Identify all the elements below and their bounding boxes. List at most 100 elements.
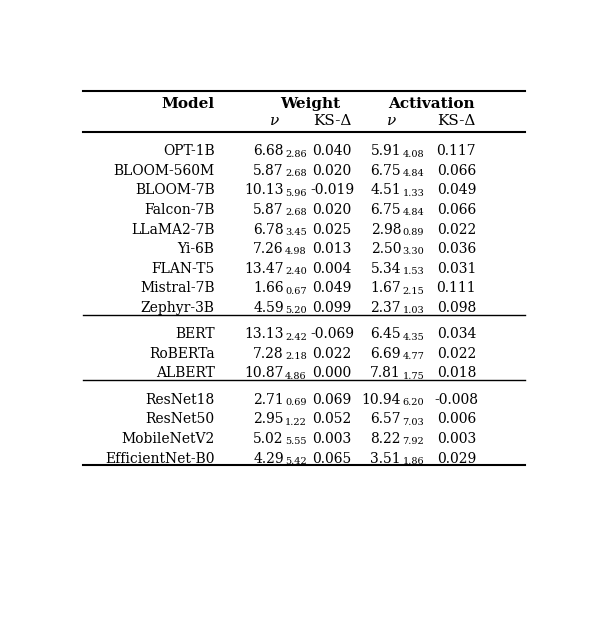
Text: 4.08: 4.08 <box>403 149 424 159</box>
Text: 0.117: 0.117 <box>437 144 476 158</box>
Text: KS-Δ: KS-Δ <box>313 114 351 128</box>
Text: 5.34: 5.34 <box>371 262 401 276</box>
Text: 0.022: 0.022 <box>437 223 476 237</box>
Text: 5.20: 5.20 <box>285 306 307 315</box>
Text: ALBERT: ALBERT <box>156 366 214 381</box>
Text: 10.13: 10.13 <box>244 184 284 197</box>
Text: Yi-6B: Yi-6B <box>178 242 214 256</box>
Text: 2.71: 2.71 <box>253 393 284 407</box>
Text: Model: Model <box>162 97 214 112</box>
Text: 2.95: 2.95 <box>253 412 284 427</box>
Text: 2.68: 2.68 <box>285 169 307 178</box>
Text: 0.111: 0.111 <box>437 281 476 295</box>
Text: BLOOM-560M: BLOOM-560M <box>113 164 214 178</box>
Text: Mistral-7B: Mistral-7B <box>140 281 214 295</box>
Text: KS-Δ: KS-Δ <box>437 114 476 128</box>
Text: 0.006: 0.006 <box>437 412 476 427</box>
Text: 0.052: 0.052 <box>312 412 352 427</box>
Text: 13.47: 13.47 <box>244 262 284 276</box>
Text: 4.77: 4.77 <box>403 352 424 361</box>
Text: 0.022: 0.022 <box>312 347 352 361</box>
Text: 5.96: 5.96 <box>285 188 307 198</box>
Text: 6.45: 6.45 <box>371 327 401 341</box>
Text: 13.13: 13.13 <box>244 327 284 341</box>
Text: ν: ν <box>270 114 279 128</box>
Text: RoBERTa: RoBERTa <box>149 347 214 361</box>
Text: 0.022: 0.022 <box>437 347 476 361</box>
Text: OPT-1B: OPT-1B <box>163 144 214 158</box>
Text: 0.004: 0.004 <box>312 262 352 276</box>
Text: 0.099: 0.099 <box>312 301 352 315</box>
Text: 6.69: 6.69 <box>371 347 401 361</box>
Text: ResNet50: ResNet50 <box>146 412 214 427</box>
Text: ν: ν <box>387 114 397 128</box>
Text: 2.15: 2.15 <box>403 286 424 296</box>
Text: 0.020: 0.020 <box>312 203 352 217</box>
Text: Zephyr-3B: Zephyr-3B <box>141 301 214 315</box>
Text: Weight: Weight <box>280 97 340 112</box>
Text: 1.33: 1.33 <box>403 188 424 198</box>
Text: 0.049: 0.049 <box>312 281 352 295</box>
Text: 0.020: 0.020 <box>312 164 352 178</box>
Text: 0.031: 0.031 <box>437 262 476 276</box>
Text: LLaMA2-7B: LLaMA2-7B <box>131 223 214 237</box>
Text: 0.69: 0.69 <box>285 398 307 407</box>
Text: 7.81: 7.81 <box>370 366 401 381</box>
Text: -0.019: -0.019 <box>310 184 354 197</box>
Text: 4.29: 4.29 <box>253 451 284 466</box>
Text: EfficientNet-B0: EfficientNet-B0 <box>105 451 214 466</box>
Text: 1.22: 1.22 <box>285 418 307 427</box>
Text: 2.98: 2.98 <box>371 223 401 237</box>
Text: 3.45: 3.45 <box>285 228 307 237</box>
Text: 0.67: 0.67 <box>285 286 307 296</box>
Text: 0.034: 0.034 <box>437 327 476 341</box>
Text: 4.84: 4.84 <box>403 208 424 218</box>
Text: 0.013: 0.013 <box>312 242 352 256</box>
Text: 10.94: 10.94 <box>362 393 401 407</box>
Text: 0.069: 0.069 <box>312 393 352 407</box>
Text: 0.049: 0.049 <box>437 184 476 197</box>
Text: 2.42: 2.42 <box>285 333 307 342</box>
Text: 1.03: 1.03 <box>403 306 424 315</box>
Text: 2.18: 2.18 <box>285 352 307 361</box>
Text: FLAN-T5: FLAN-T5 <box>151 262 214 276</box>
Text: 7.92: 7.92 <box>403 437 424 446</box>
Text: 1.86: 1.86 <box>403 457 424 466</box>
Text: 5.02: 5.02 <box>253 432 284 446</box>
Text: 10.87: 10.87 <box>244 366 284 381</box>
Text: 7.28: 7.28 <box>253 347 284 361</box>
Text: 0.025: 0.025 <box>312 223 352 237</box>
Text: 7.03: 7.03 <box>403 418 424 427</box>
Text: 0.098: 0.098 <box>437 301 476 315</box>
Text: BLOOM-7B: BLOOM-7B <box>135 184 214 197</box>
Text: 1.67: 1.67 <box>370 281 401 295</box>
Text: Activation: Activation <box>388 97 475 112</box>
Text: 6.75: 6.75 <box>371 164 401 178</box>
Text: 0.065: 0.065 <box>312 451 352 466</box>
Text: 6.20: 6.20 <box>403 398 424 407</box>
Text: MobileNetV2: MobileNetV2 <box>121 432 214 446</box>
Text: 5.42: 5.42 <box>285 457 307 466</box>
Text: 1.53: 1.53 <box>403 267 424 276</box>
Text: 0.000: 0.000 <box>312 366 352 381</box>
Text: 2.50: 2.50 <box>371 242 401 256</box>
Text: 4.86: 4.86 <box>285 372 307 381</box>
Text: 2.68: 2.68 <box>285 208 307 218</box>
Text: 0.066: 0.066 <box>437 203 476 217</box>
Text: 5.91: 5.91 <box>371 144 401 158</box>
Text: 3.30: 3.30 <box>403 247 424 257</box>
Text: 0.003: 0.003 <box>437 432 476 446</box>
Text: 8.22: 8.22 <box>371 432 401 446</box>
Text: 0.018: 0.018 <box>437 366 476 381</box>
Text: 4.98: 4.98 <box>285 247 307 257</box>
Text: 5.87: 5.87 <box>253 164 284 178</box>
Text: 4.35: 4.35 <box>403 333 424 342</box>
Text: 6.68: 6.68 <box>253 144 284 158</box>
Text: 6.57: 6.57 <box>371 412 401 427</box>
Text: 6.78: 6.78 <box>253 223 284 237</box>
Text: 0.066: 0.066 <box>437 164 476 178</box>
Text: 2.86: 2.86 <box>285 149 307 159</box>
Text: 0.029: 0.029 <box>437 451 476 466</box>
Text: 0.040: 0.040 <box>312 144 352 158</box>
Text: 5.87: 5.87 <box>253 203 284 217</box>
